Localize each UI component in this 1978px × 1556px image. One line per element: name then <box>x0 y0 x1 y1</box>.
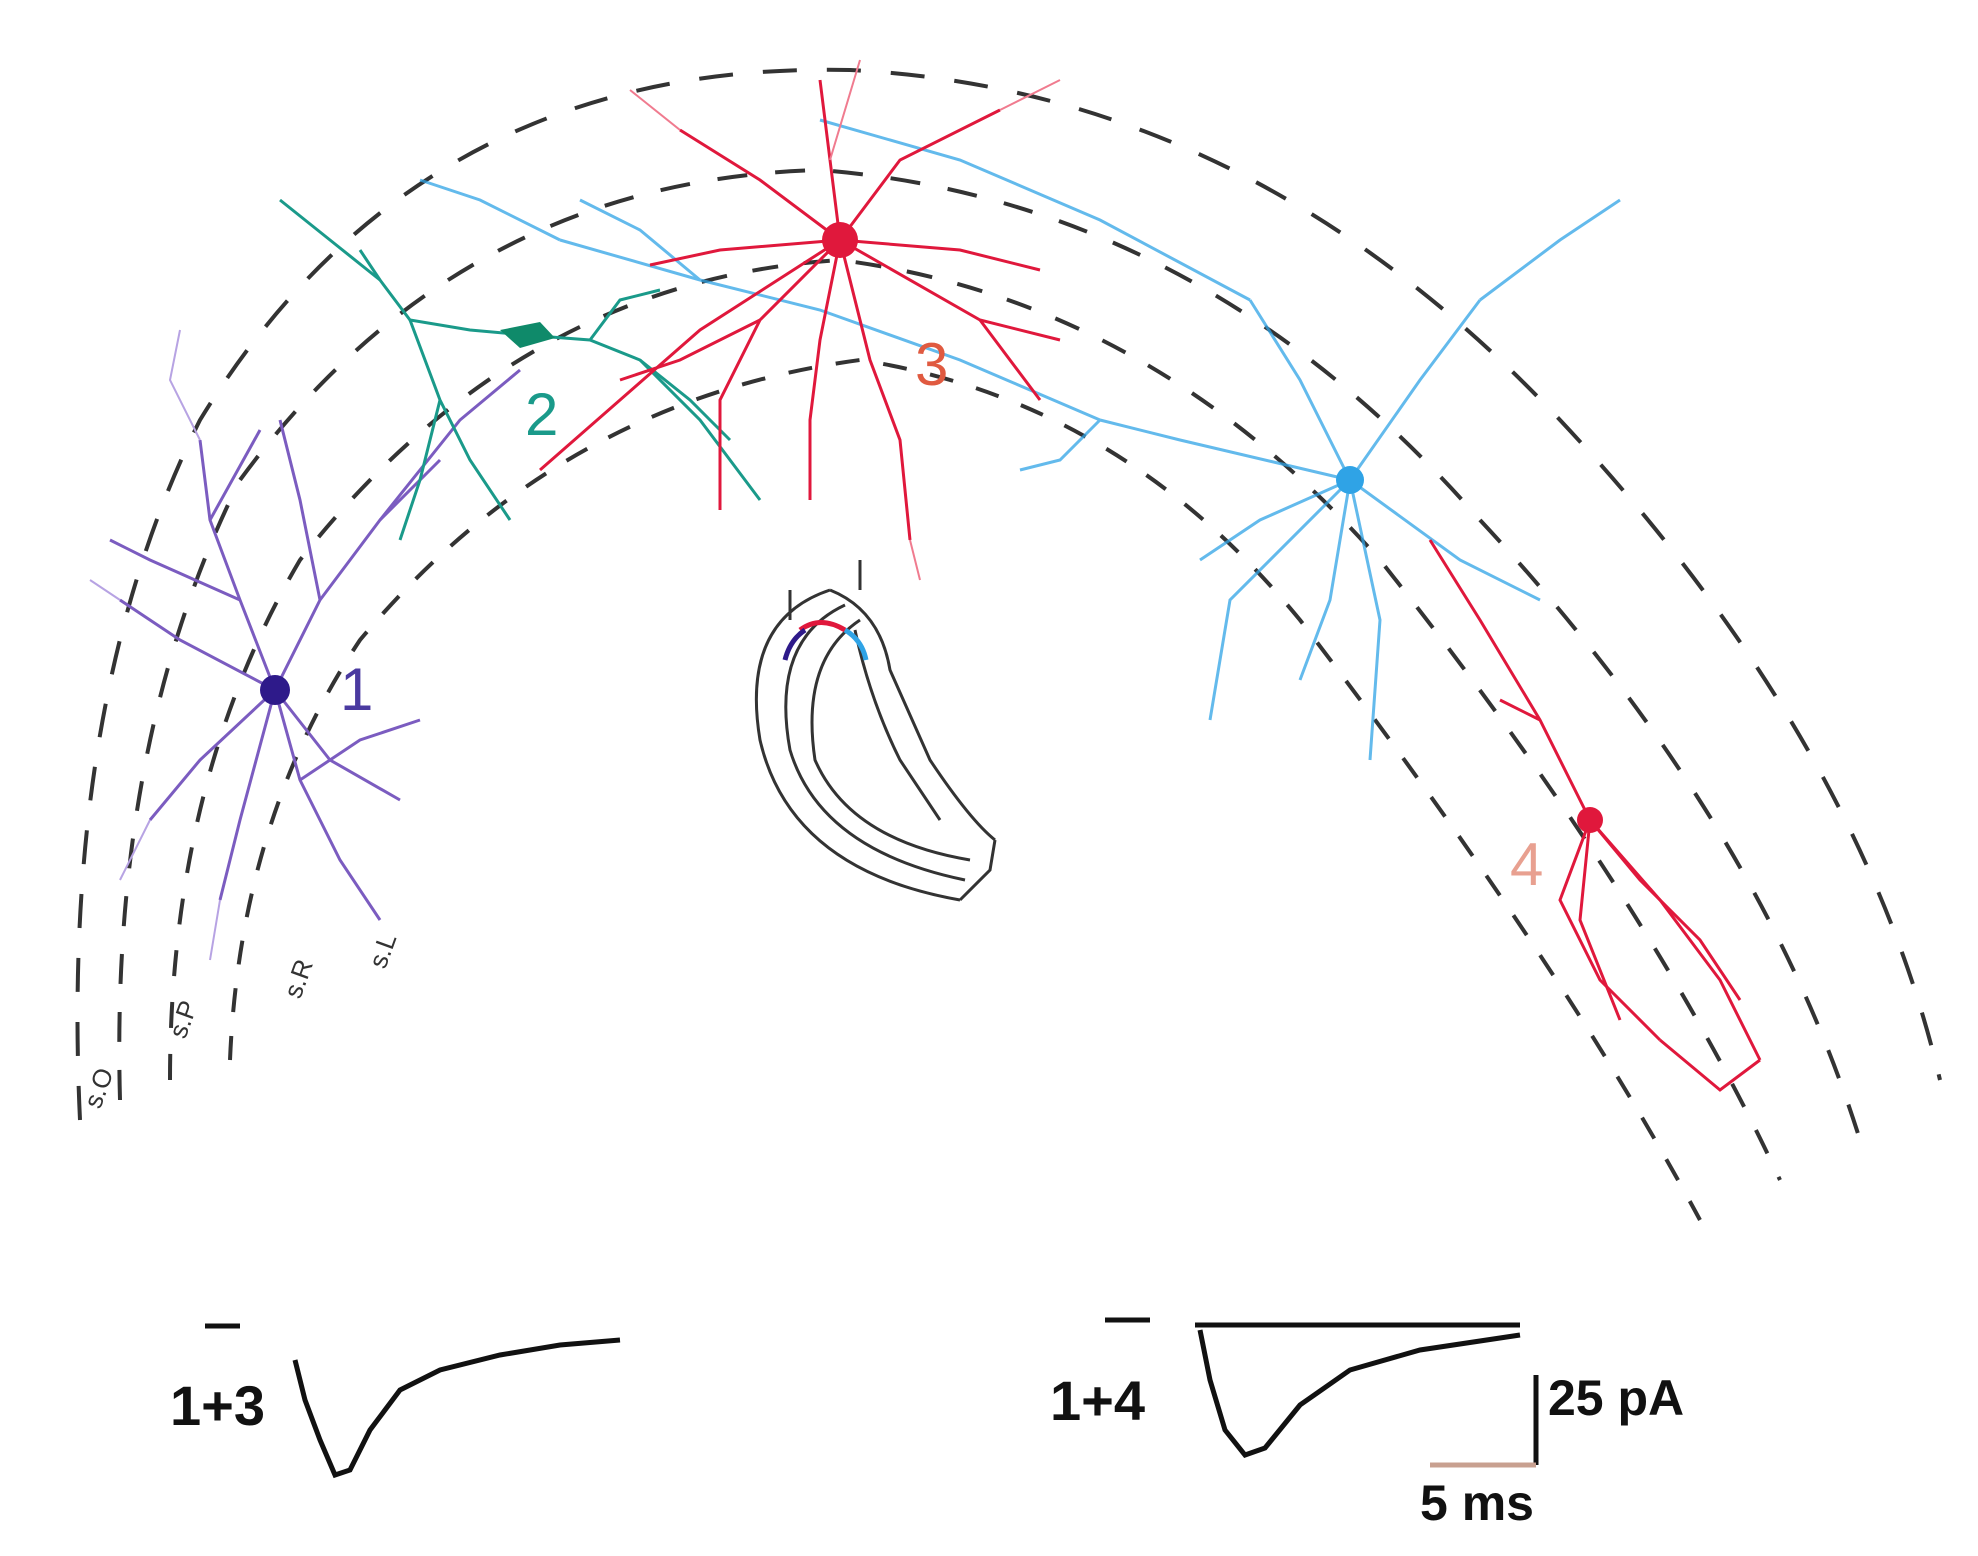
layer-label-2: s.P <box>162 996 203 1042</box>
scale-bar: 25 pA 5 ms <box>1420 1370 1684 1531</box>
cell-label-2: 2 <box>525 381 558 448</box>
layer-label-4: s.L <box>362 929 402 972</box>
scale-bar-amplitude-label: 25 pA <box>1548 1370 1684 1426</box>
neuron-1-arbor <box>109 368 521 921</box>
cell-labels: 1 2 3 4 <box>340 331 1543 898</box>
neuron-red-lower-soma <box>1577 807 1603 833</box>
layer-label-1: s.O <box>77 1064 119 1112</box>
trace-1-4-waveform <box>1195 1322 1521 1458</box>
trace-1-4-label: 1+4 <box>1050 1369 1145 1432</box>
neuron-3-arbor <box>539 79 1061 541</box>
trace-1-3-label: 1+3 <box>170 1374 265 1437</box>
trace-1-4: 1+4 <box>1050 1317 1521 1458</box>
neuron-1-fine <box>89 329 221 961</box>
trace-1-3-waveform <box>292 1337 621 1479</box>
boundary-inner <box>228 357 1702 1221</box>
layer-boundaries <box>75 67 1942 1221</box>
cell-label-4: 4 <box>1510 831 1543 898</box>
scale-bar-time-label: 5 ms <box>1420 1475 1534 1531</box>
neuron-red-lower-arbor <box>1428 539 1762 1092</box>
neuron-2-soma <box>500 322 555 348</box>
neuron-3-fine <box>629 59 1061 581</box>
boundary-middle-2 <box>168 257 1782 1181</box>
neuron-4-soma <box>1336 466 1364 494</box>
boundary-outer <box>75 67 1942 1121</box>
layer-label-3: s.R <box>277 955 319 1002</box>
neuron-1-soma <box>260 675 290 705</box>
hippocampus-inset-icon <box>754 560 997 902</box>
boundary-middle-1 <box>117 167 1862 1141</box>
neuron-2-arbor <box>279 198 762 541</box>
neuron-4-arbor <box>419 118 1621 761</box>
neuron-3-soma <box>822 222 858 258</box>
trace-1-3: 1+3 <box>170 1323 621 1479</box>
cell-label-3: 3 <box>915 331 948 398</box>
cell-label-1: 1 <box>340 656 373 723</box>
